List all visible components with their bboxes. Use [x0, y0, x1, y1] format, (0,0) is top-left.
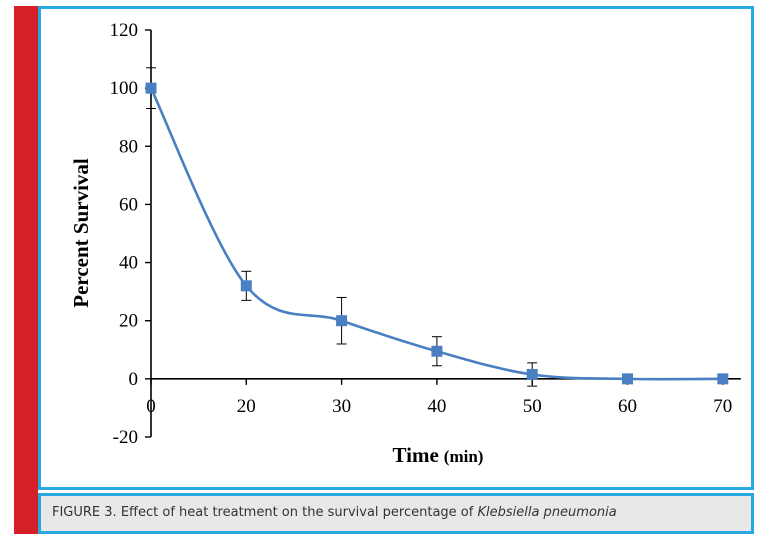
x-axis-title-unit: (min) [444, 447, 484, 466]
figure-caption: FIGURE 3. Effect of heat treatment on th… [52, 505, 617, 520]
y-tick-label: -20 [113, 427, 138, 448]
data-point [145, 82, 157, 94]
side-accent-bar [14, 6, 38, 534]
y-tick-label: 120 [110, 20, 139, 41]
error-bars [146, 67, 538, 387]
caption-text: FIGURE 3. Effect of heat treatment on th… [52, 505, 478, 520]
y-tick-label: 40 [119, 253, 138, 274]
data-markers [145, 82, 729, 385]
x-tick-label: 50 [523, 396, 542, 417]
caption-species-name: Klebsiella pneumonia [477, 505, 617, 520]
x-tick-label: 70 [713, 396, 732, 417]
y-tick-label: 20 [119, 311, 138, 332]
tick-labels: -20 0 20 40 60 80 100 120 0 20 30 40 50 60 70 [110, 20, 733, 448]
data-point [622, 373, 633, 385]
x-tick-label: 60 [618, 396, 637, 417]
y-tick-label: 80 [119, 136, 138, 157]
x-tick-label: 20 [237, 396, 256, 417]
y-axis-title: Percent Survival [69, 158, 93, 308]
chart-frame [38, 6, 754, 490]
y-tick-label: 0 [129, 369, 139, 390]
x-tick-label: 40 [427, 396, 446, 417]
x-tick-label: 30 [332, 396, 351, 417]
axes [145, 29, 741, 438]
y-tick-label: 60 [119, 194, 138, 215]
x-axis-title: Time (min) [393, 443, 484, 467]
caption-frame: FIGURE 3. Effect of heat treatment on th… [38, 493, 754, 534]
series-line [149, 87, 723, 381]
x-axis-title-text: Time [393, 443, 439, 467]
data-point [431, 345, 443, 357]
data-point [240, 280, 252, 292]
x-tick-label: 0 [146, 396, 156, 417]
data-point [336, 315, 348, 327]
data-point [526, 368, 538, 380]
data-point [717, 373, 729, 385]
y-tick-label: 100 [110, 78, 139, 99]
